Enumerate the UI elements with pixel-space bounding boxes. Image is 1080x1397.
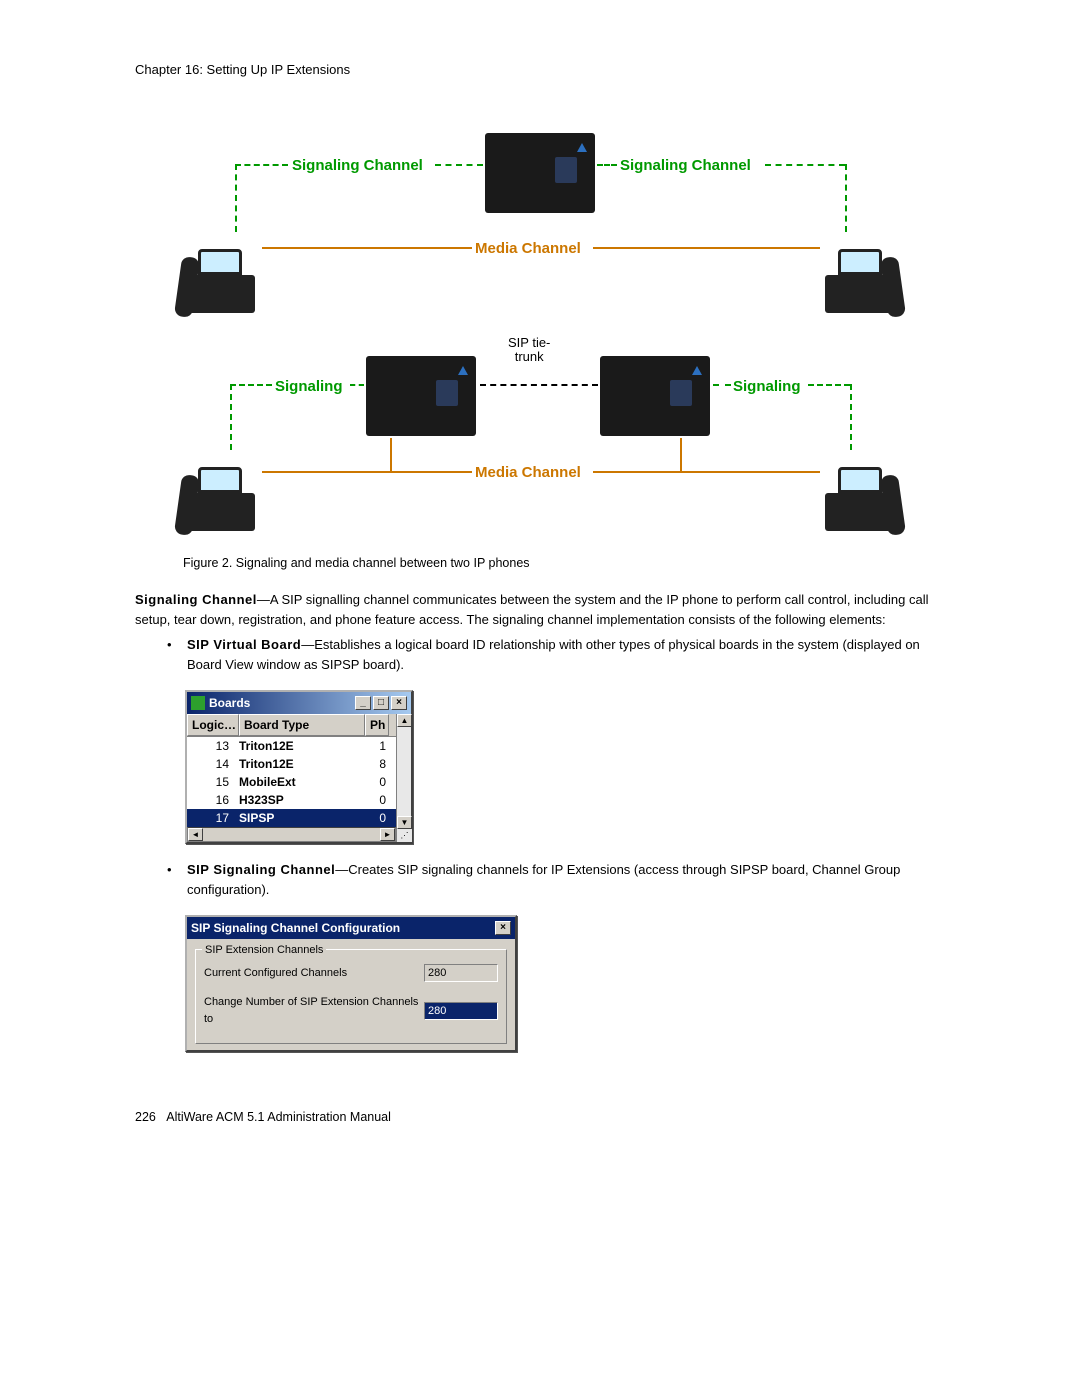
term-signaling-channel: Signaling Channel — [135, 592, 257, 607]
term-sip-signaling-channel: SIP Signaling Channel — [187, 862, 335, 877]
sip-config-window: SIP Signaling Channel Configuration × SI… — [185, 915, 517, 1052]
boards-titlebar[interactable]: Boards _ □ × — [187, 692, 411, 714]
media-channel-label-2: Media Channel — [475, 462, 581, 485]
sip-title: SIP Signaling Channel Configuration — [191, 919, 495, 937]
change-channels-label: Change Number of SIP Extension Channels … — [204, 994, 424, 1027]
signaling-channel-label-left: Signaling Channel — [292, 155, 423, 178]
scroll-down-icon[interactable]: ▼ — [397, 816, 412, 829]
cell-type: Triton12E — [239, 737, 365, 755]
page-number: 226 — [135, 1110, 156, 1124]
cell-logic: 14 — [187, 755, 239, 773]
diagram-bottom: SIP tie- trunk Signaling Signaling Media… — [180, 336, 900, 546]
phone-left — [180, 233, 260, 313]
col-ph[interactable]: Ph — [365, 714, 389, 736]
boards-table: 13Triton12E114Triton12E815MobileExt016H3… — [187, 737, 396, 827]
diagram-top: Signaling Channel Signaling Channel Medi… — [180, 128, 900, 328]
table-row[interactable]: 14Triton12E8 — [187, 755, 396, 773]
boards-title: Boards — [209, 694, 355, 712]
media-channel-label: Media Channel — [475, 238, 581, 261]
cell-type: SIPSP — [239, 809, 365, 827]
current-channels-value: 280 — [424, 964, 498, 982]
resize-grip-icon[interactable]: ⋰ — [397, 829, 412, 842]
col-logic[interactable]: Logic… — [187, 714, 239, 736]
table-row[interactable]: 15MobileExt0 — [187, 773, 396, 791]
phone-right-2 — [820, 451, 900, 531]
minimize-button[interactable]: _ — [355, 696, 371, 710]
server-left — [366, 356, 476, 436]
page-footer: 226 AltiWare ACM 5.1 Administration Manu… — [135, 1108, 945, 1127]
server — [485, 133, 595, 213]
signaling-label-right: Signaling — [733, 376, 801, 399]
scroll-left-icon[interactable]: ◄ — [188, 828, 203, 841]
phone-left-2 — [180, 451, 260, 531]
scroll-up-icon[interactable]: ▲ — [397, 714, 412, 727]
cell-ph: 0 — [365, 773, 389, 791]
cell-logic: 15 — [187, 773, 239, 791]
signaling-channel-label-right: Signaling Channel — [620, 155, 751, 178]
boards-icon — [191, 696, 205, 710]
cell-type: Triton12E — [239, 755, 365, 773]
bullet-sip-signaling-channel: SIP Signaling Channel—Creates SIP signal… — [167, 860, 945, 899]
cell-type: H323SP — [239, 791, 365, 809]
phone-right — [820, 233, 900, 313]
sip-extension-channels-group: SIP Extension Channels Current Configure… — [195, 949, 507, 1044]
signaling-channel-para: Signaling Channel—A SIP signalling chann… — [135, 590, 945, 629]
col-board-type[interactable]: Board Type — [239, 714, 365, 736]
cell-ph: 1 — [365, 737, 389, 755]
h-scrollbar[interactable]: ◄ ► — [187, 827, 396, 842]
scroll-right-icon[interactable]: ► — [380, 828, 395, 841]
boards-window: Boards _ □ × Logic… Board Type Ph 13Trit… — [185, 690, 413, 844]
close-button[interactable]: × — [391, 696, 407, 710]
cell-type: MobileExt — [239, 773, 365, 791]
cell-logic: 13 — [187, 737, 239, 755]
sip-titlebar[interactable]: SIP Signaling Channel Configuration × — [187, 917, 515, 939]
sip-close-button[interactable]: × — [495, 921, 511, 935]
figure-caption: Figure 2. Signaling and media channel be… — [183, 554, 945, 573]
server-right — [600, 356, 710, 436]
footer-text: AltiWare ACM 5.1 Administration Manual — [166, 1110, 391, 1124]
table-row[interactable]: 16H323SP0 — [187, 791, 396, 809]
cell-ph: 0 — [365, 791, 389, 809]
bullet-sip-virtual-board: SIP Virtual Board—Establishes a logical … — [167, 635, 945, 674]
cell-ph: 8 — [365, 755, 389, 773]
term-sip-virtual-board: SIP Virtual Board — [187, 637, 301, 652]
signaling-label-left: Signaling — [275, 376, 343, 399]
sip-group-legend: SIP Extension Channels — [202, 942, 326, 959]
cell-logic: 17 — [187, 809, 239, 827]
sip-tie-trunk-label: SIP tie- trunk — [508, 336, 550, 365]
v-scrollbar[interactable]: ▲ ▼ ⋰ — [396, 714, 411, 842]
cell-logic: 16 — [187, 791, 239, 809]
change-channels-input[interactable]: 280 — [424, 1002, 498, 1020]
boards-columns: Logic… Board Type Ph — [187, 714, 396, 737]
current-channels-label: Current Configured Channels — [204, 965, 424, 982]
table-row[interactable]: 13Triton12E1 — [187, 737, 396, 755]
table-row[interactable]: 17SIPSP0 — [187, 809, 396, 827]
chapter-header: Chapter 16: Setting Up IP Extensions — [135, 60, 945, 80]
cell-ph: 0 — [365, 809, 389, 827]
maximize-button[interactable]: □ — [373, 696, 389, 710]
